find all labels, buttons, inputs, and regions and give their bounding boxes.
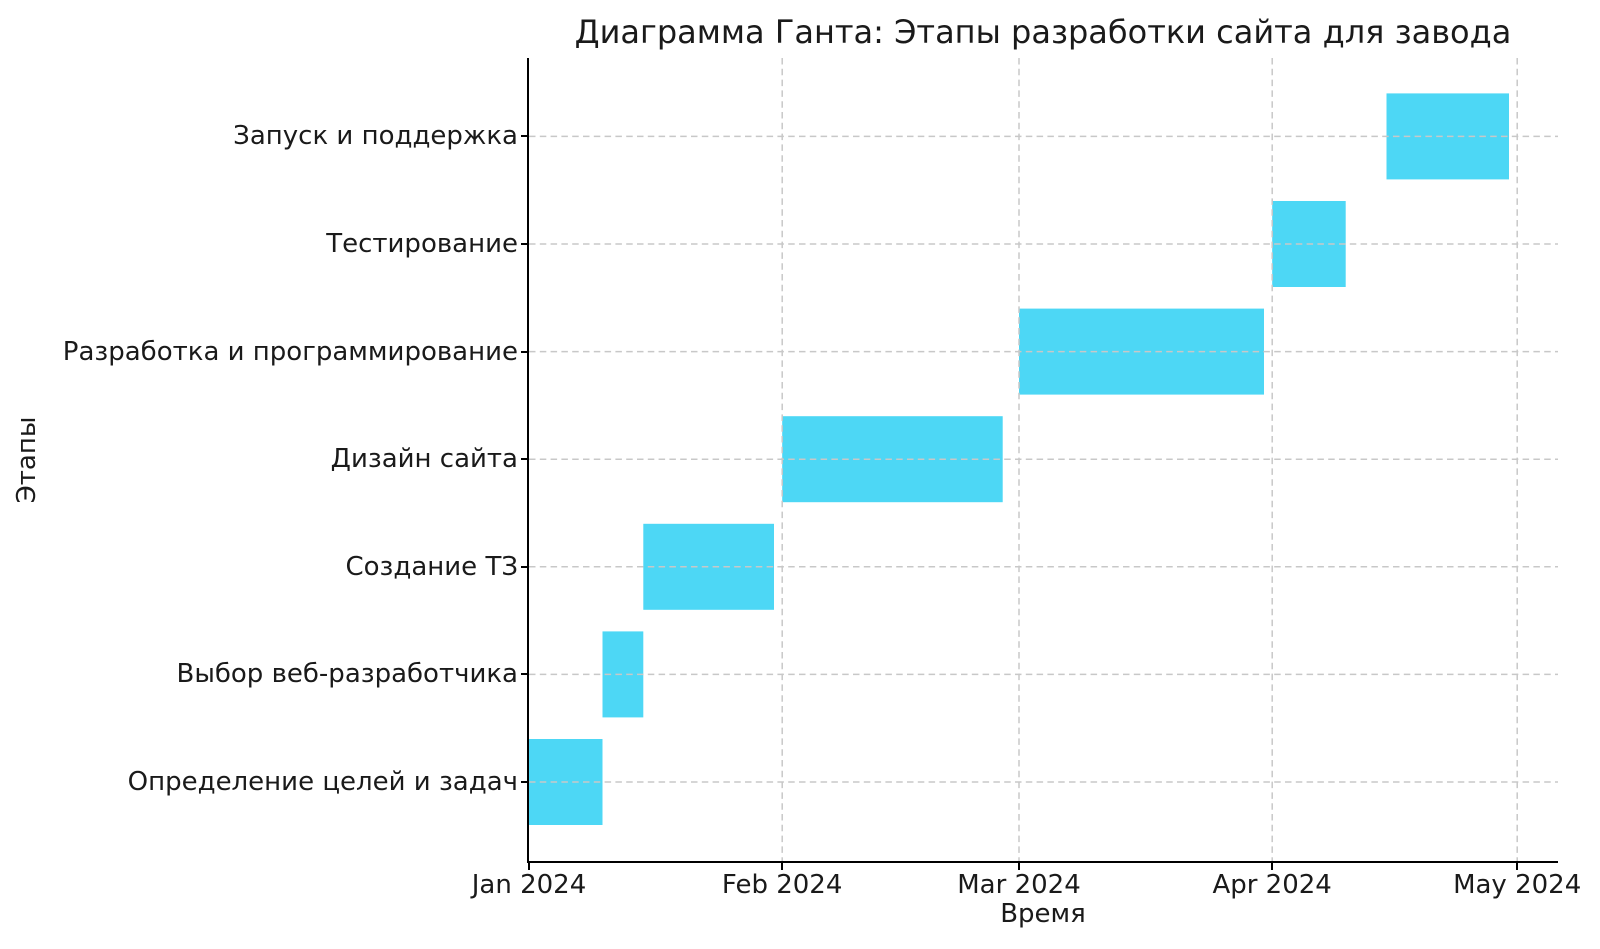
x-axis-title: Время: [1000, 899, 1086, 929]
x-tick-mark: [528, 863, 530, 870]
x-tick-mark: [1018, 863, 1020, 870]
y-tick-label: Выбор веб-разработчика: [176, 659, 519, 690]
x-tick-label: May 2024: [1453, 870, 1582, 900]
y-tick-mark: [521, 673, 529, 676]
x-tick-mark: [781, 863, 784, 870]
y-tick-mark: [521, 458, 529, 461]
y-tick-mark: [521, 350, 529, 353]
y-tick-mark: [521, 135, 529, 138]
x-tick-label: Jan 2024: [471, 870, 587, 900]
x-tick-mark: [1271, 863, 1274, 870]
x-tick-label: Apr 2024: [1212, 870, 1332, 900]
y-tick-label: Тестирование: [326, 229, 518, 259]
x-tick-mark: [1516, 863, 1519, 870]
chart-title: Диаграмма Ганта: Этапы разработки сайта …: [574, 13, 1512, 51]
plot-area: [527, 58, 1558, 863]
y-tick-label: Создание ТЗ: [345, 551, 518, 582]
y-tick-label: Дизайн сайта: [330, 444, 518, 475]
gantt-bar: [1019, 308, 1264, 395]
y-tick-label: Запуск и поддержка: [233, 121, 518, 152]
y-tick-mark: [521, 781, 529, 783]
gantt-canvas: [529, 58, 1558, 861]
x-tick-label: Feb 2024: [721, 870, 843, 900]
y-tick-mark: [521, 565, 529, 568]
x-tick-label: Mar 2024: [957, 870, 1081, 900]
y-tick-label: Определение целей и задач: [127, 767, 518, 797]
y-tick-label: Разработка и программирование: [62, 336, 518, 367]
y-axis-title: Этапы: [12, 416, 42, 504]
y-tick-mark: [521, 243, 529, 245]
